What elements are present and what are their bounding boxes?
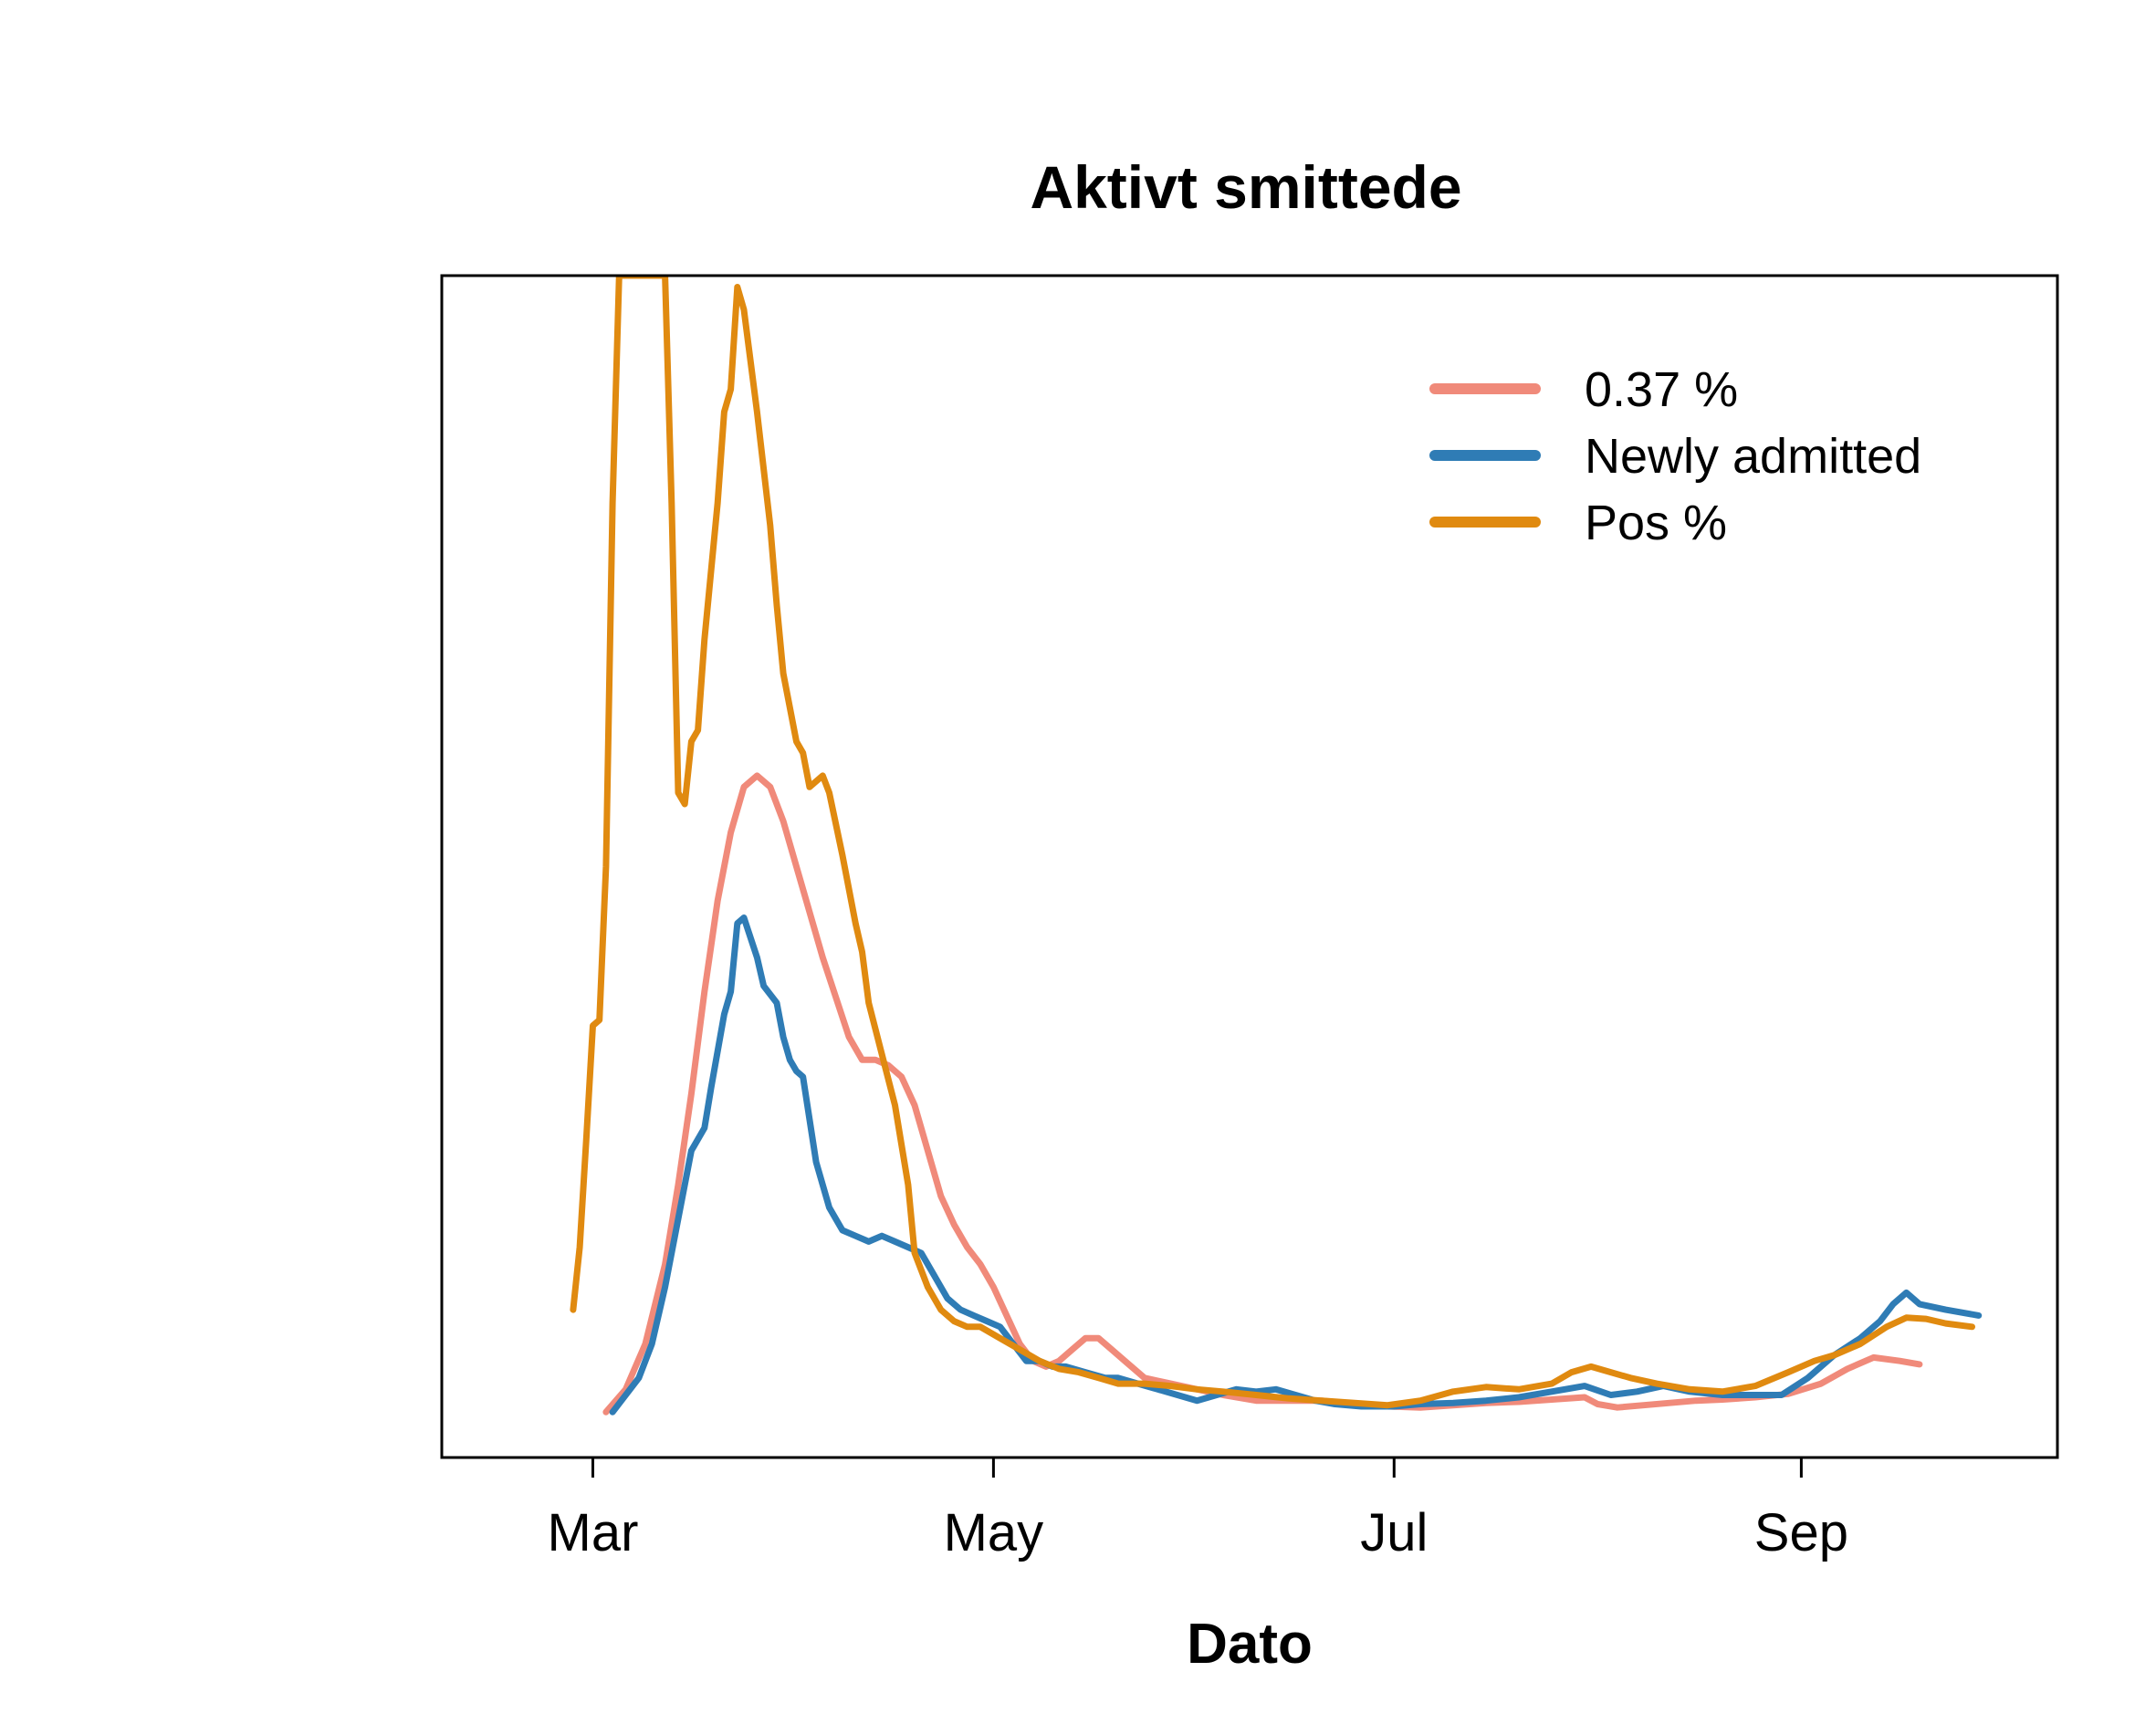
x-axis-label: Dato (1187, 1613, 1313, 1676)
series-layer (570, 276, 1983, 1416)
legend-label-2: Pos % (1585, 496, 1727, 550)
series-line-2 (570, 276, 1975, 1409)
legend-label-0: 0.37 % (1585, 362, 1738, 417)
legend-label-1: Newly admitted (1585, 429, 1921, 484)
x-axis: Mar May Jul Sep (548, 1458, 1848, 1562)
chart-title: Aktivt smittede (1030, 153, 1461, 221)
x-tick-label-2: Jul (1360, 1503, 1428, 1562)
x-tick-label-0: Mar (548, 1503, 639, 1562)
series-line-0 (602, 772, 1923, 1416)
plot-frame (440, 274, 2059, 1459)
series-line-1 (609, 914, 1983, 1416)
x-tick-label-1: May (944, 1503, 1044, 1562)
x-tick-label-3: Sep (1754, 1503, 1848, 1562)
legend: 0.37 % Newly admitted Pos % (1429, 362, 1921, 550)
